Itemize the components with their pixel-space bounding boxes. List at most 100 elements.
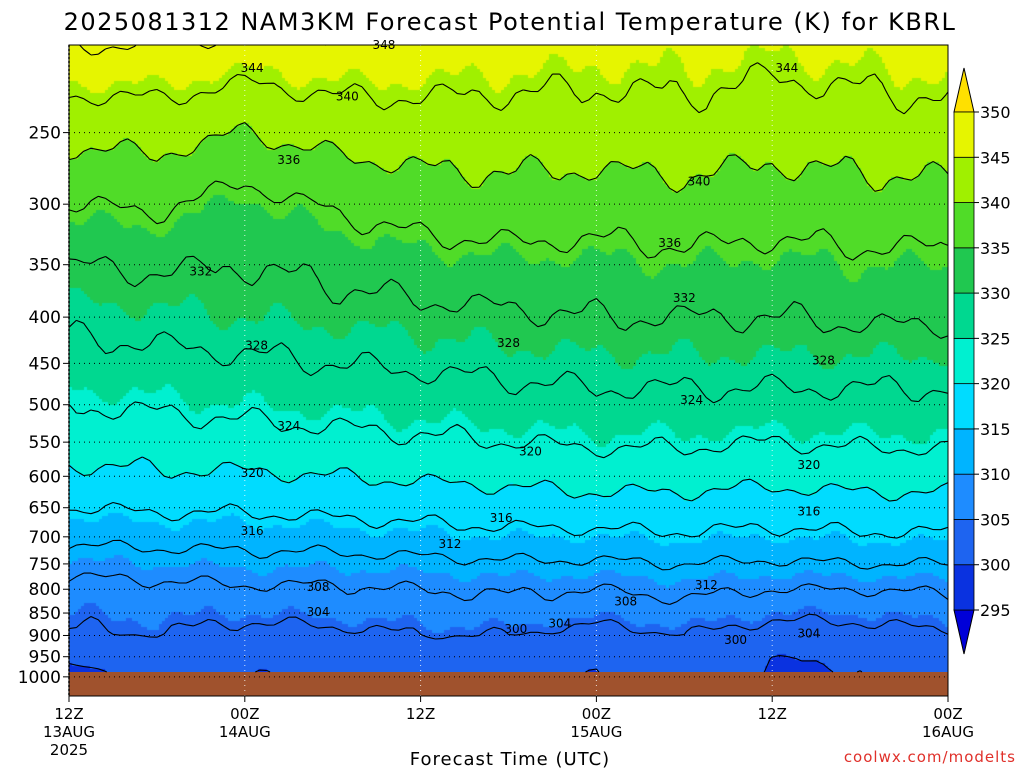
contour-label: 300: [504, 622, 527, 636]
colorbar-bin: [953, 473, 975, 520]
y-tick-label: 300: [29, 195, 61, 215]
contour-label: 320: [797, 458, 820, 472]
colorbar-bin: [953, 383, 975, 430]
contour-label: 340: [687, 174, 710, 188]
x-axis-label: Forecast Time (UTC): [410, 749, 610, 768]
credit-text: coolwx.com/modelts: [844, 748, 1016, 766]
colorbar-label: 315: [980, 420, 1011, 439]
y-tick-label: 900: [29, 626, 61, 646]
contour-label-text: 308: [614, 594, 637, 608]
y-axis: 2503003504004505005506006507007508008509…: [18, 45, 70, 696]
x-tick-label: 12Z: [406, 705, 435, 723]
contour-label-text: 312: [695, 578, 718, 592]
contour-label-text: 308: [307, 580, 330, 594]
contour-label: 324: [277, 419, 300, 433]
contour-label: 336: [277, 153, 300, 167]
contour-label-text: 340: [687, 174, 710, 188]
contour-label-text: 328: [812, 354, 835, 368]
contour-label-text: 332: [673, 291, 696, 305]
colorbar-arrow-low: [953, 609, 975, 655]
contour-label: 316: [241, 524, 264, 538]
y-tick-label: 950: [29, 648, 61, 668]
contour-fill: [69, 45, 948, 672]
contour-label: 300: [724, 633, 747, 647]
contour-label-text: 312: [438, 537, 461, 551]
contour-label-text: 304: [307, 605, 330, 619]
colorbar-label: 350: [980, 103, 1011, 122]
contour-label-text: 332: [189, 264, 212, 278]
colorbar-bin: [953, 247, 975, 294]
contour-fill-image: [69, 45, 948, 672]
colorbar-label: 330: [980, 284, 1011, 303]
y-tick-label: 400: [29, 308, 61, 328]
contour-label: 316: [797, 504, 820, 518]
contour-label: 328: [812, 354, 835, 368]
ground-rect: [69, 672, 948, 696]
x-tick-label: 16AUG: [922, 723, 974, 741]
contour-label-text: 320: [797, 458, 820, 472]
contour-label-text: 336: [658, 236, 681, 250]
colorbar-label: 325: [980, 329, 1011, 348]
colorbar-bin: [953, 156, 975, 203]
y-tick-label: 350: [29, 256, 61, 276]
colorbar: 295 300 305 310 315 320 325 330 335 340 345 350: [953, 67, 1011, 655]
contour-label-text: 316: [797, 504, 820, 518]
colorbar-bin: [953, 564, 975, 611]
contour-line-316: [68, 501, 949, 539]
colorbar-label: 340: [980, 194, 1011, 213]
contour-label: 320: [519, 444, 542, 458]
contour-label: 316: [490, 511, 513, 525]
contour-label-text: 344: [241, 61, 264, 75]
contour-line-308: [68, 572, 949, 606]
y-tick-label: 650: [29, 499, 61, 519]
colorbar-bin: [953, 519, 975, 566]
contour-label-text: 320: [241, 466, 264, 480]
y-tick-label: 600: [29, 467, 61, 487]
contour-label: 344: [775, 61, 798, 75]
contour-label-text: 336: [277, 153, 300, 167]
contour-label: 328: [497, 336, 520, 350]
y-tick-label: 1000: [18, 668, 61, 688]
contour-label-text: 324: [680, 393, 703, 407]
contour-line-340: [68, 121, 949, 194]
contour-line-312: [68, 539, 949, 571]
contour-line-300: [68, 655, 863, 673]
x-tick-label: 00Z: [933, 705, 962, 723]
x-tick-label: 15AUG: [570, 723, 622, 741]
contour-label: 308: [614, 594, 637, 608]
colorbar-label: 295: [980, 601, 1011, 620]
contour-label: 336: [658, 236, 681, 250]
contour-line-336: [68, 180, 949, 261]
contour-label: 304: [307, 605, 330, 619]
y-tick-label: 700: [29, 528, 61, 548]
colorbar-bin: [953, 428, 975, 475]
contour-label: 328: [245, 339, 268, 353]
contour-label: 344: [241, 61, 264, 75]
contour-label-text: 316: [241, 524, 264, 538]
contour-label: 332: [189, 264, 212, 278]
contour-line-320: [68, 456, 949, 502]
colorbar-arrow-high: [953, 67, 975, 113]
contour-label: 312: [695, 578, 718, 592]
contour-label-text: 300: [724, 633, 747, 647]
contour-label-text: 328: [245, 339, 268, 353]
ground-strip: [69, 672, 948, 696]
chart-title: 2025081312 NAM3KM Forecast Potential Tem…: [64, 8, 957, 36]
contour-label: 320: [241, 466, 264, 480]
contour-label-text: 300: [504, 622, 527, 636]
contour-label: 308: [307, 580, 330, 594]
y-tick-label: 800: [29, 580, 61, 600]
colorbar-bin: [953, 111, 975, 158]
contour-label-text: 316: [490, 511, 513, 525]
contour-line-344: [68, 62, 949, 115]
contour-label: 340: [336, 89, 359, 103]
y-tick-label: 550: [29, 433, 61, 453]
colorbar-label: 300: [980, 556, 1011, 575]
colorbar-bin: [953, 202, 975, 249]
colorbar-label: 335: [980, 239, 1011, 258]
y-tick-label: 450: [29, 354, 61, 374]
colorbar-bin: [953, 337, 975, 385]
